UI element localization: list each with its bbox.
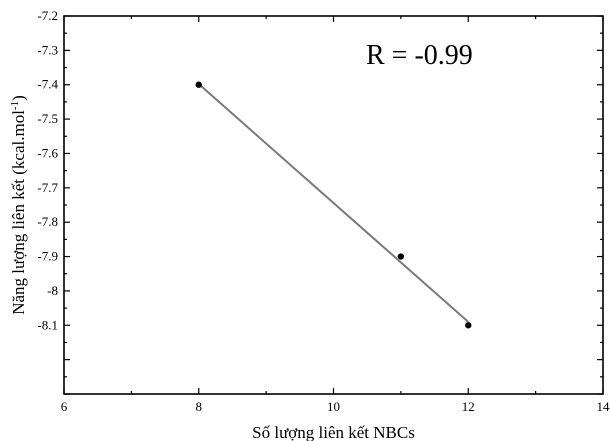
- y-tick-label: -7.2: [37, 8, 58, 23]
- y-axis-title-main: Năng lượng liên kết (kcal.mol: [9, 110, 28, 315]
- plot-frame: [63, 15, 604, 395]
- x-tick-label: 10: [327, 399, 340, 414]
- data-point: [195, 81, 202, 88]
- data-point: [465, 322, 472, 329]
- x-tick-label: 8: [196, 399, 203, 414]
- y-axis-title-sup: -1: [9, 101, 21, 110]
- y-tick-labels: -7.2 -7.3 -7.4 -7.5 -7.6 -7.7 -7.8 -7.9 -8 -8.1: [37, 8, 58, 332]
- correlation-annotation: R = -0.99: [366, 40, 473, 71]
- y-tick-label: -7.8: [37, 214, 58, 229]
- data-points: [195, 81, 472, 329]
- y-tick-label: -7.5: [37, 111, 58, 126]
- y-tick-label: -7.7: [37, 180, 58, 195]
- y-tick-label: -7.6: [37, 145, 58, 160]
- x-tick-labels: 6 8 10 12 14: [61, 399, 610, 414]
- x-tick-label: 12: [462, 399, 475, 414]
- y-tick-label: -8: [47, 283, 58, 298]
- x-axis-title: Số lượng liên kết NBCs: [252, 423, 415, 441]
- y-axis-title: Năng lượng liên kết (kcal.mol-1): [9, 95, 28, 315]
- y-axis-title-close: ): [9, 95, 28, 101]
- regression-line: [198, 83, 469, 323]
- tick-marks: [63, 15, 604, 395]
- y-tick-label: -8.1: [37, 317, 58, 332]
- data-point: [397, 253, 405, 260]
- y-tick-label: -7.4: [37, 77, 58, 92]
- x-tick-label: 14: [597, 399, 610, 414]
- y-tick-label: -7.9: [37, 249, 58, 264]
- y-tick-label: -7.3: [37, 42, 58, 57]
- x-tick-label: 6: [61, 399, 68, 414]
